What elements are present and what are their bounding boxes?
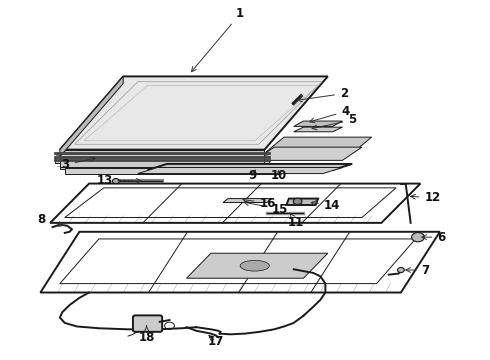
Text: 1: 1 <box>192 8 244 72</box>
Polygon shape <box>187 253 328 278</box>
Text: 12: 12 <box>411 192 441 204</box>
Text: 7: 7 <box>406 264 430 276</box>
Ellipse shape <box>240 260 270 271</box>
Text: 17: 17 <box>208 335 224 348</box>
Text: 15: 15 <box>244 201 288 216</box>
Polygon shape <box>287 199 318 205</box>
Polygon shape <box>60 76 123 157</box>
Polygon shape <box>138 167 343 174</box>
Text: 4: 4 <box>310 105 350 123</box>
Text: 5: 5 <box>312 113 357 130</box>
FancyBboxPatch shape <box>133 315 162 332</box>
Polygon shape <box>60 163 274 168</box>
Polygon shape <box>147 164 352 170</box>
Polygon shape <box>265 137 372 153</box>
Text: 16: 16 <box>243 197 276 210</box>
Polygon shape <box>55 157 270 163</box>
Text: 3: 3 <box>61 157 95 171</box>
Text: 9: 9 <box>248 169 256 182</box>
Circle shape <box>412 233 424 242</box>
Text: 2: 2 <box>297 87 348 102</box>
Circle shape <box>293 198 302 204</box>
Polygon shape <box>60 76 328 150</box>
Text: 14: 14 <box>311 198 340 212</box>
Polygon shape <box>294 121 343 126</box>
Polygon shape <box>60 150 265 167</box>
Circle shape <box>113 179 119 184</box>
Text: 10: 10 <box>271 169 287 182</box>
Circle shape <box>397 267 404 273</box>
Text: 6: 6 <box>422 231 446 244</box>
Text: 11: 11 <box>288 213 304 229</box>
Text: 8: 8 <box>37 213 63 226</box>
Polygon shape <box>65 168 279 174</box>
Polygon shape <box>255 147 362 160</box>
Text: 18: 18 <box>138 326 155 345</box>
Text: 13: 13 <box>96 174 141 186</box>
Polygon shape <box>223 199 272 203</box>
Polygon shape <box>294 127 343 132</box>
